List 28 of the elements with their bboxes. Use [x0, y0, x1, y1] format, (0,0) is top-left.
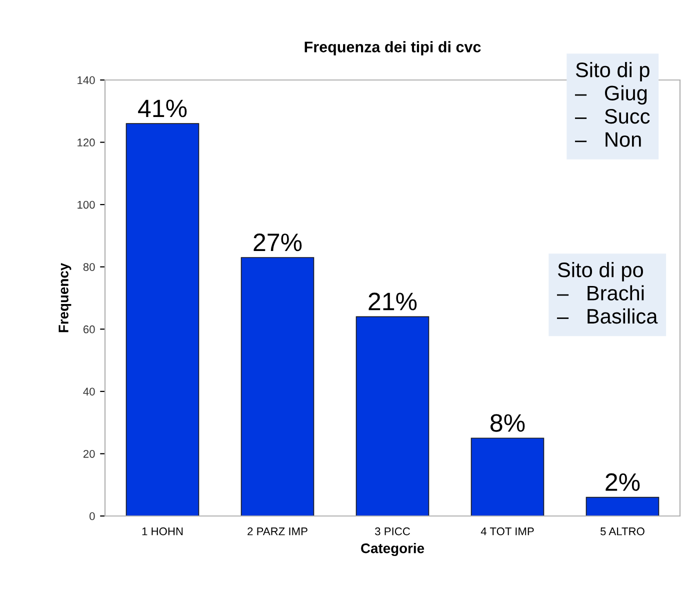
x-tick-label: 4 TOT IMP: [480, 527, 534, 536]
y-axis-title: Frequency: [58, 262, 72, 332]
annotation: Sito di p – Giug – Succ – Non: [575, 62, 650, 147]
x-tick-label: 2 PARZ IMP: [248, 527, 308, 536]
y-tick-label: 0: [90, 512, 95, 520]
x-tick-label: 3 PICC: [375, 527, 410, 536]
y-tick-label: 40: [83, 388, 95, 396]
y-tick-label: 80: [83, 263, 95, 271]
annotation: 2%: [606, 473, 640, 491]
annotation: Sito di po – Brachi – Basilica: [557, 262, 658, 324]
bar: [586, 496, 660, 516]
annotation: 8%: [490, 414, 525, 432]
y-tick-label: 140: [78, 76, 95, 84]
bar: [126, 123, 200, 516]
bar: [470, 438, 544, 516]
y-tick-label: 20: [83, 450, 95, 458]
annotation: 27%: [254, 233, 302, 252]
bar: [240, 257, 314, 516]
annotation: 41%: [138, 100, 187, 118]
annotation: 21%: [368, 292, 417, 310]
x-tick-label: 5 ALTRO: [600, 527, 644, 536]
y-tick-label: 120: [78, 138, 95, 146]
chart-title: Frequenza dei tipi di cvc: [304, 41, 481, 56]
bar: [356, 316, 430, 516]
x-tick-label: 1 HOHN: [142, 527, 183, 536]
y-tick-label: 100: [78, 200, 95, 209]
y-tick-label: 60: [83, 325, 95, 334]
x-axis-title: Categorie: [361, 543, 424, 556]
